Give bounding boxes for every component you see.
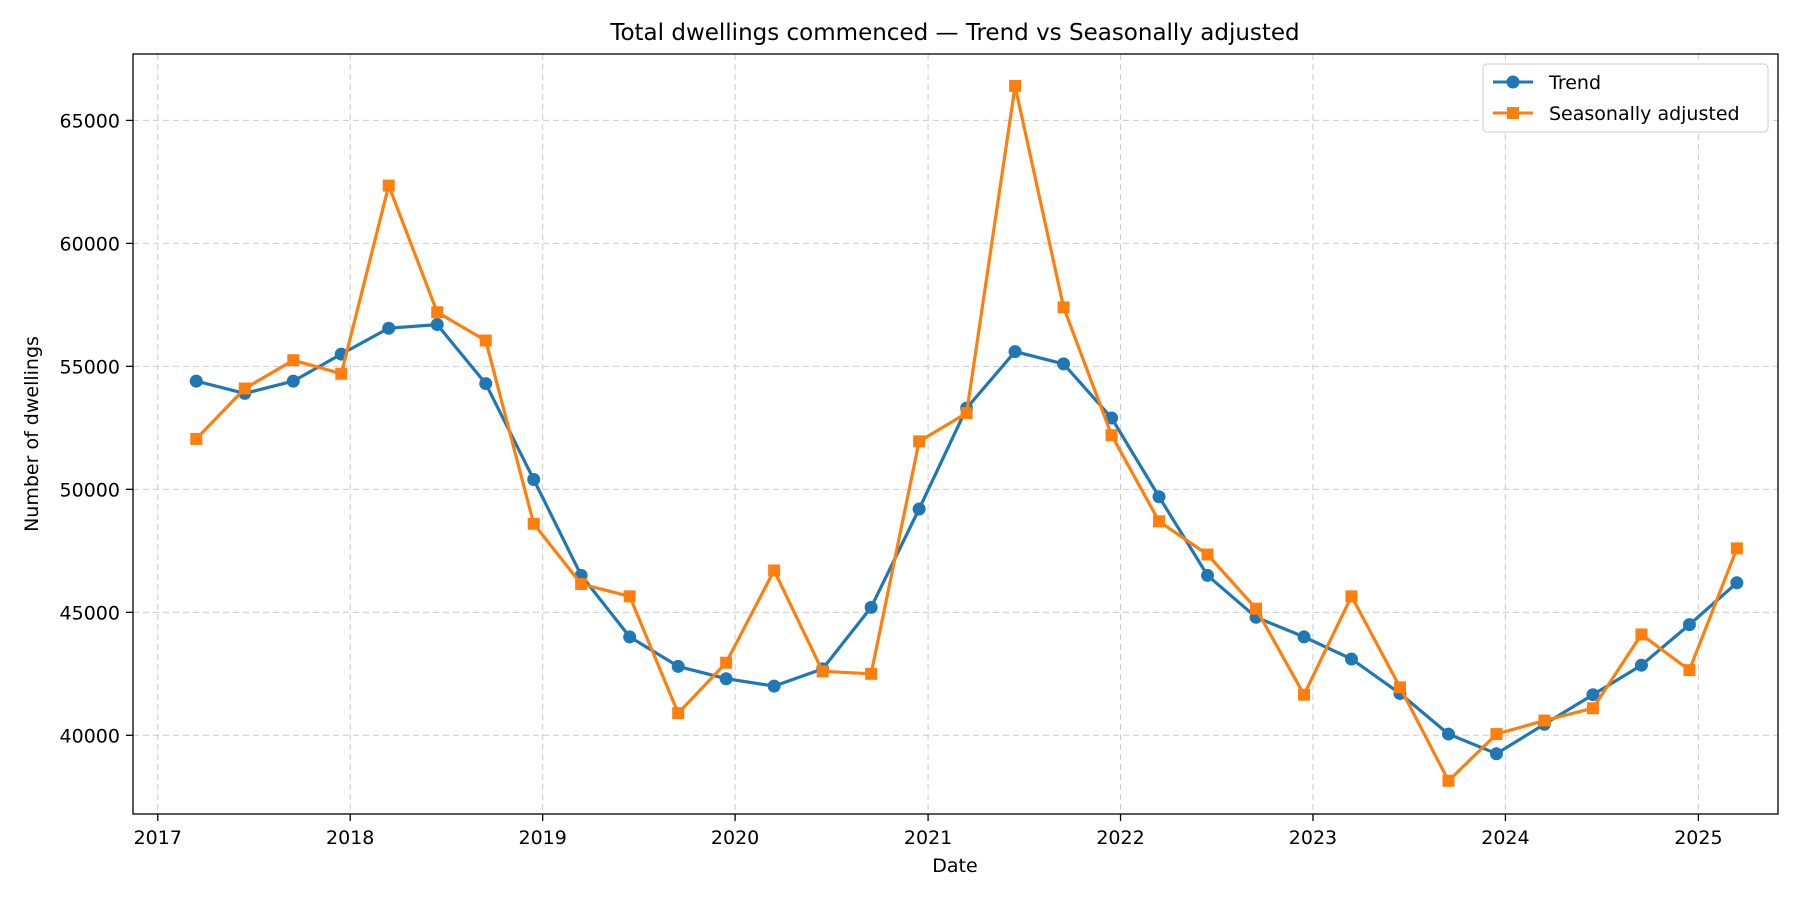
data-point-seasonally-adjusted bbox=[527, 517, 540, 530]
data-point-trend bbox=[1008, 345, 1022, 359]
data-point-trend bbox=[671, 659, 685, 673]
data-point-trend bbox=[1441, 727, 1455, 741]
y-tick-label: 40000 bbox=[60, 725, 120, 747]
x-axis: 2017 2018 2019 2020 2021 2022 2023 2024 2025 bbox=[134, 814, 1723, 849]
data-point-trend bbox=[1682, 618, 1696, 632]
data-point-seasonally-adjusted bbox=[190, 432, 203, 445]
x-tick-label: 2023 bbox=[1289, 827, 1337, 849]
data-point-seasonally-adjusted bbox=[623, 590, 636, 603]
y-tick-label: 60000 bbox=[60, 233, 120, 255]
x-axis-label: Date bbox=[932, 855, 977, 877]
x-tick-label: 2019 bbox=[518, 827, 566, 849]
y-axis-label: Number of dwellings bbox=[21, 336, 43, 532]
data-point-seasonally-adjusted bbox=[479, 334, 492, 347]
data-point-seasonally-adjusted bbox=[335, 367, 348, 380]
legend-box bbox=[1482, 63, 1769, 133]
data-point-trend bbox=[1489, 747, 1503, 761]
x-tick-label: 2017 bbox=[134, 827, 182, 849]
data-point-trend bbox=[767, 679, 781, 693]
data-point-seasonally-adjusted bbox=[1730, 542, 1743, 555]
y-tick-label: 50000 bbox=[60, 479, 120, 501]
data-point-seasonally-adjusted bbox=[672, 707, 685, 720]
data-point-seasonally-adjusted bbox=[1298, 688, 1311, 701]
legend-marker-trend bbox=[1506, 75, 1520, 89]
data-point-trend bbox=[1344, 652, 1358, 666]
data-point-seasonally-adjusted bbox=[1683, 664, 1696, 677]
data-point-seasonally-adjusted bbox=[1250, 602, 1263, 615]
data-point-seasonally-adjusted bbox=[1586, 702, 1599, 715]
data-point-trend bbox=[527, 473, 541, 487]
x-tick-label: 2018 bbox=[326, 827, 374, 849]
x-tick-label: 2020 bbox=[711, 827, 759, 849]
data-point-seasonally-adjusted bbox=[1105, 429, 1118, 442]
data-point-seasonally-adjusted bbox=[960, 407, 973, 420]
data-point-trend bbox=[479, 377, 493, 391]
data-point-seasonally-adjusted bbox=[1635, 628, 1648, 641]
data-point-trend bbox=[1586, 688, 1600, 702]
data-point-seasonally-adjusted bbox=[913, 435, 926, 448]
data-point-seasonally-adjusted bbox=[720, 656, 733, 669]
data-point-seasonally-adjusted bbox=[768, 564, 781, 577]
data-point-trend bbox=[719, 672, 733, 686]
y-axis: 40000 45000 50000 55000 60000 65000 bbox=[60, 110, 133, 747]
x-tick-label: 2024 bbox=[1481, 827, 1529, 849]
data-point-seasonally-adjusted bbox=[1057, 301, 1070, 314]
legend-label-trend: Trend bbox=[1548, 72, 1601, 94]
data-point-seasonally-adjusted bbox=[287, 354, 300, 367]
data-point-seasonally-adjusted bbox=[431, 306, 444, 319]
y-tick-label: 65000 bbox=[60, 110, 120, 132]
data-point-seasonally-adjusted bbox=[816, 665, 829, 678]
series-layer bbox=[189, 79, 1744, 787]
data-point-trend bbox=[189, 374, 203, 388]
data-point-seasonally-adjusted bbox=[1490, 728, 1503, 741]
plot-frame bbox=[132, 53, 1779, 815]
data-point-trend bbox=[623, 630, 637, 644]
legend-marker-seasonally-adjusted bbox=[1507, 107, 1519, 119]
data-point-seasonally-adjusted bbox=[865, 667, 878, 680]
data-point-seasonally-adjusted bbox=[1442, 774, 1455, 787]
grid-lines bbox=[133, 54, 1778, 814]
data-point-seasonally-adjusted bbox=[1345, 590, 1358, 603]
data-point-seasonally-adjusted bbox=[1538, 714, 1551, 727]
data-point-trend bbox=[1730, 576, 1744, 590]
data-point-seasonally-adjusted bbox=[382, 179, 395, 192]
x-tick-label: 2025 bbox=[1674, 827, 1722, 849]
data-point-trend bbox=[1201, 568, 1215, 582]
data-point-trend bbox=[1057, 357, 1071, 371]
data-point-trend bbox=[382, 321, 396, 335]
series-seasonally-adjusted bbox=[190, 79, 1743, 787]
x-tick-label: 2021 bbox=[904, 827, 952, 849]
data-point-seasonally-adjusted bbox=[1393, 681, 1406, 694]
y-tick-label: 45000 bbox=[60, 602, 120, 624]
data-point-trend bbox=[1105, 411, 1119, 425]
data-point-seasonally-adjusted bbox=[238, 382, 251, 395]
data-point-trend bbox=[864, 600, 878, 614]
data-point-trend bbox=[912, 502, 926, 516]
legend-label-seasonally-adjusted: Seasonally adjusted bbox=[1549, 103, 1740, 125]
data-point-seasonally-adjusted bbox=[1153, 515, 1166, 528]
data-point-trend bbox=[286, 374, 300, 388]
data-point-trend bbox=[1152, 490, 1166, 504]
data-point-seasonally-adjusted bbox=[1201, 548, 1214, 561]
y-tick-label: 55000 bbox=[60, 356, 120, 378]
x-tick-label: 2022 bbox=[1096, 827, 1144, 849]
data-point-seasonally-adjusted bbox=[575, 578, 588, 591]
chart-title: Total dwellings commenced — Trend vs Sea… bbox=[609, 20, 1299, 46]
data-point-seasonally-adjusted bbox=[1009, 79, 1022, 92]
data-point-trend bbox=[1297, 630, 1311, 644]
legend: Trend Seasonally adjusted bbox=[1482, 63, 1769, 133]
data-point-trend bbox=[430, 318, 444, 332]
data-point-trend bbox=[1634, 658, 1648, 672]
